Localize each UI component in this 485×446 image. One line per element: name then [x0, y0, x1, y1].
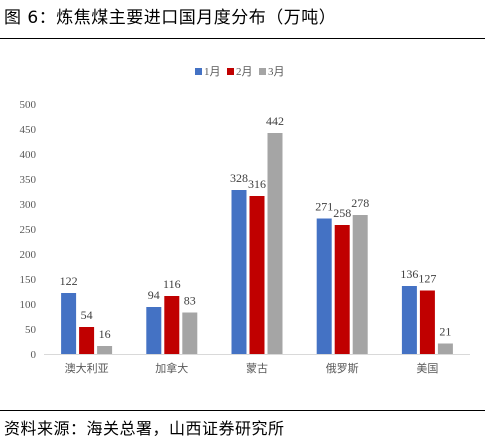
bar-1-1	[61, 293, 77, 354]
y-tick-label: 300	[20, 199, 37, 211]
data-label: 258	[333, 206, 351, 220]
legend-label-1: 1月	[204, 66, 221, 78]
y-axis: 0 50 100 150 200 250 300 350 400 450 500	[20, 99, 37, 361]
y-tick-label: 50	[25, 324, 37, 336]
bar-1-3	[231, 190, 247, 354]
data-label: 83	[184, 294, 196, 308]
y-tick-label: 500	[20, 99, 37, 111]
bar-3-1	[97, 346, 113, 354]
data-label: 136	[400, 267, 418, 281]
legend-label-2: 2月	[236, 66, 253, 78]
x-category-label: 澳大利亚	[65, 361, 109, 375]
x-axis: 澳大利亚 加拿大 蒙古 俄罗斯 美国	[44, 354, 470, 375]
y-tick-label: 100	[20, 299, 37, 311]
bar-1-5	[401, 286, 417, 354]
data-label: 271	[315, 200, 333, 214]
y-tick-label: 200	[20, 249, 37, 261]
legend-swatch-1	[195, 68, 202, 75]
bar-2-1	[79, 327, 95, 354]
x-category-label: 蒙古	[246, 362, 268, 375]
data-label: 16	[99, 327, 111, 341]
bar-2-4	[334, 225, 350, 354]
data-label: 21	[439, 325, 451, 339]
y-tick-label: 350	[20, 174, 37, 186]
y-tick-label: 150	[20, 274, 37, 286]
chart-legend: 1月 2月 3月	[195, 66, 285, 78]
y-tick-label: 250	[20, 224, 37, 236]
y-tick-label: 0	[31, 349, 37, 361]
y-tick-label: 400	[20, 149, 37, 161]
legend-swatch-3	[259, 68, 266, 75]
top-rule	[0, 38, 485, 39]
data-label: 127	[418, 272, 436, 286]
bar-2-3	[249, 196, 265, 354]
bar-1-4	[316, 218, 332, 354]
data-label: 122	[60, 274, 78, 288]
x-category-label: 俄罗斯	[326, 362, 359, 375]
data-label: 442	[266, 114, 284, 128]
data-label: 316	[248, 177, 266, 191]
data-label: 116	[163, 277, 181, 291]
bar-3-2	[182, 312, 198, 354]
x-category-label: 美国	[416, 362, 438, 375]
bar-2-5	[419, 290, 435, 354]
data-label: 278	[351, 196, 369, 210]
data-label: 94	[148, 288, 160, 302]
bar-3-4	[352, 215, 368, 354]
data-label: 328	[230, 171, 248, 185]
bar-3-3	[267, 133, 283, 354]
bar-3-5	[437, 343, 453, 354]
bar-series	[61, 133, 453, 354]
bar-chart: 1月 2月 3月 0 50 100 150 200 250 300 350 400 450 500 澳大…	[20, 66, 470, 375]
legend-swatch-2	[227, 68, 234, 75]
data-label: 54	[81, 308, 93, 322]
figure-title: 图 6：炼焦煤主要进口国月度分布（万吨）	[4, 8, 337, 28]
x-category-label: 加拿大	[155, 361, 188, 375]
bar-2-2	[164, 296, 180, 354]
legend-label-3: 3月	[268, 66, 285, 78]
source-note: 资料来源：海关总署，山西证券研究所	[4, 419, 285, 438]
y-tick-label: 450	[20, 124, 37, 136]
bar-1-2	[146, 307, 162, 354]
bottom-rule	[0, 410, 485, 411]
